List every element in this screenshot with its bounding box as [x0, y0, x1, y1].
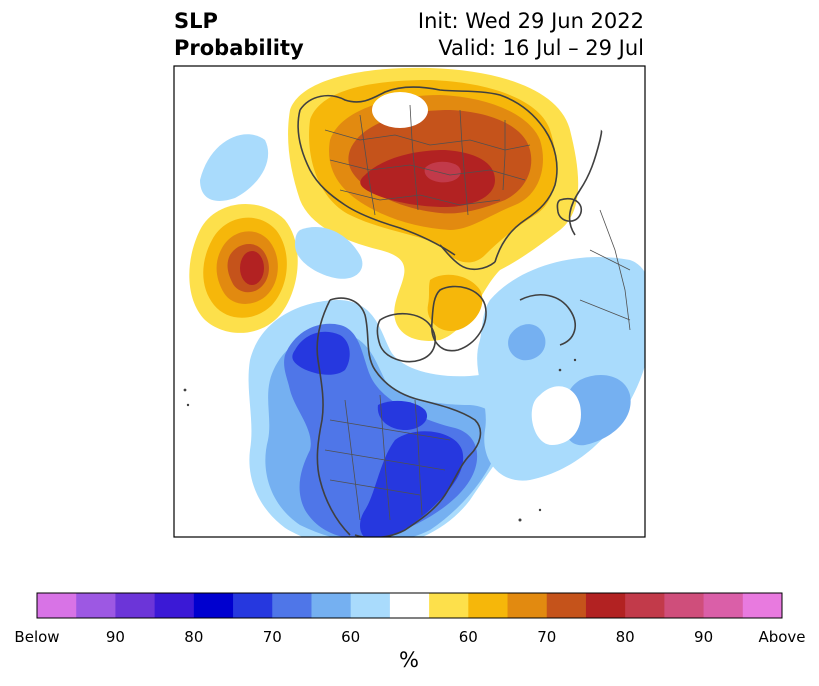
- valid-range: Valid: 16 Jul – 29 Jul: [438, 36, 644, 60]
- colorbar-segment: [625, 593, 665, 618]
- colorbar-tick-label: Below: [14, 628, 60, 646]
- shade-pacific-strong: [240, 251, 264, 285]
- colorbar-tick-label: 80: [615, 628, 635, 646]
- variable-name: SLP: [174, 9, 218, 33]
- shade-atlantic-neutral: [531, 386, 581, 445]
- colorbar-segment: [311, 593, 352, 618]
- date-info: Init: Wed 29 Jun 2022 Valid: 16 Jul – 29…: [418, 8, 644, 62]
- colorbar-segment: [76, 593, 116, 618]
- shade-scandinavia-neutral: [372, 92, 428, 128]
- variable-subtitle: Probability: [174, 36, 304, 60]
- shade-atlantic-weak: [508, 324, 546, 361]
- colorbar-segment: [585, 593, 626, 618]
- colorbar-segment: [233, 593, 273, 618]
- colorbar-segment: [350, 593, 391, 618]
- shade-eurasia-strong: [360, 150, 495, 207]
- colorbar-tick-label: 80: [184, 628, 204, 646]
- colorbar-segment: [389, 593, 430, 618]
- colorbar-tick-label: 60: [341, 628, 361, 646]
- colorbar-unit: %: [399, 648, 419, 672]
- shade-hudson-strong: [377, 400, 428, 430]
- colorbar-segment: [664, 593, 705, 618]
- colorbar-segment: [703, 593, 744, 618]
- colorbar-tick-label: 70: [262, 628, 282, 646]
- shade-eurasia-core: [424, 161, 461, 183]
- colorbar-tick-label: Above: [758, 628, 806, 646]
- map-title: SLP Probability: [174, 8, 304, 62]
- colorbar-tick-label: 70: [537, 628, 557, 646]
- probability-shading: [174, 66, 645, 537]
- colorbar-segment: [546, 593, 587, 618]
- shade-atlantic-weak-east: [563, 375, 631, 446]
- init-date: Init: Wed 29 Jun 2022: [417, 9, 644, 33]
- colorbar-segment: [154, 593, 195, 618]
- colorbar-segment: [468, 593, 509, 618]
- shade-east-us-strong: [360, 431, 464, 537]
- colorbar-segment: [37, 593, 77, 618]
- shade-gulf-alaska-light: [200, 134, 269, 201]
- colorbar-segment: [429, 593, 469, 618]
- colorbar-tick-label: 90: [105, 628, 125, 646]
- coastlines: [297, 86, 603, 537]
- shade-north-america-strong: [292, 331, 350, 375]
- shade-bering-slight: [295, 227, 363, 279]
- colorbar-segment: [193, 593, 234, 618]
- colorbar-segment: [507, 593, 548, 618]
- colorbar-tick-label: 60: [458, 628, 478, 646]
- colorbar-segment: [115, 593, 156, 618]
- colorbar-outline: [36, 592, 783, 619]
- colorbar-segment: [742, 593, 783, 618]
- colorbar-segment: [272, 593, 312, 618]
- map-frame: [173, 65, 646, 538]
- colorbar-tick-label: 90: [694, 628, 714, 646]
- political-borders: [324, 104, 631, 521]
